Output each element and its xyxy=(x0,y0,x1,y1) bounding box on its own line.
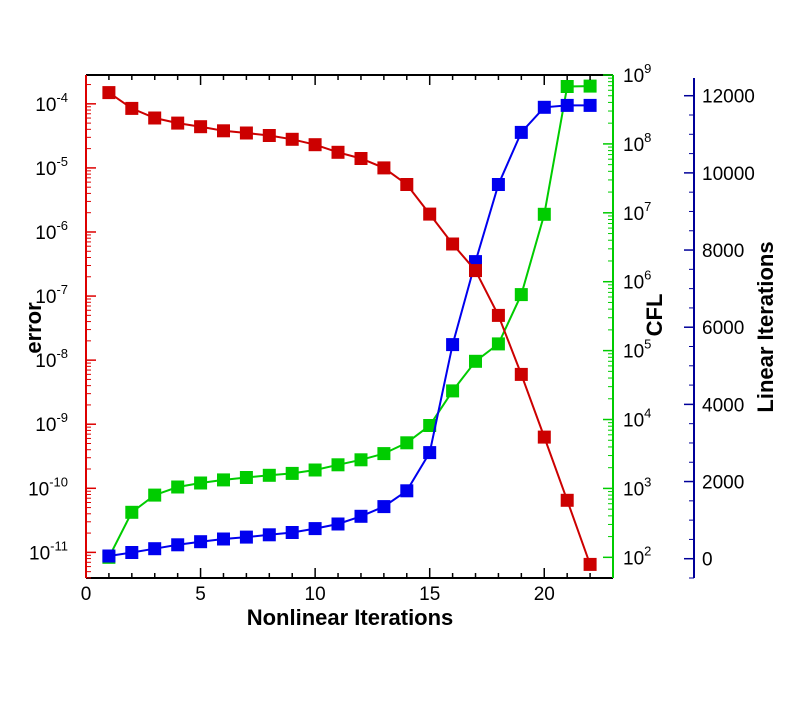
series-layer xyxy=(102,79,597,571)
linear-series-point xyxy=(491,178,505,191)
linear-tick-label: 0 xyxy=(702,550,713,571)
error-series-point xyxy=(514,367,528,381)
error-series-point xyxy=(446,237,460,251)
linear-series-point xyxy=(102,549,116,563)
cfl-series-point xyxy=(537,207,551,221)
error-series-point xyxy=(171,116,185,130)
error-tick-label: 10-10 xyxy=(28,474,68,500)
cfl-series-point xyxy=(125,505,139,519)
linear-series-point xyxy=(377,500,391,514)
error-series-point xyxy=(583,557,597,571)
cfl-series-point xyxy=(514,288,528,302)
error-axis-title: error xyxy=(21,302,46,354)
error-series-point xyxy=(194,120,208,134)
error-series-point xyxy=(331,145,345,159)
cfl-series-point xyxy=(194,476,208,490)
cfl-series-point xyxy=(446,384,460,398)
cfl-series-point xyxy=(423,419,437,432)
linear-series-line xyxy=(108,104,591,557)
error-series-point xyxy=(125,101,139,115)
linear-series-point xyxy=(217,532,230,546)
linear-series-point xyxy=(400,484,414,498)
cfl-series-point xyxy=(491,337,505,351)
error-series-line xyxy=(108,91,592,565)
linear-series-point xyxy=(308,522,322,536)
x-tick-label: 5 xyxy=(195,584,206,605)
error-series-point xyxy=(537,430,551,444)
error-series-point xyxy=(423,207,437,221)
cfl-series-point xyxy=(331,458,345,472)
x-tick-label: 0 xyxy=(81,584,92,605)
linear-tick-label: 12000 xyxy=(702,87,755,108)
cfl-series-point xyxy=(217,473,230,487)
linear-series-point xyxy=(354,509,368,523)
cfl-series-point xyxy=(262,468,276,482)
x-tick-label: 15 xyxy=(419,584,440,605)
cfl-series-point xyxy=(377,447,391,461)
linear-series-point xyxy=(423,446,437,460)
cfl-series-point xyxy=(308,463,322,477)
linear-tick-label: 6000 xyxy=(702,318,744,339)
linear-series-point xyxy=(239,530,253,544)
linear-series-point xyxy=(262,528,276,542)
cfl-series-point xyxy=(583,79,597,93)
linear-tick-label: 10000 xyxy=(702,164,755,185)
x-axis-title: Nonlinear Iterations xyxy=(247,605,454,630)
error-series-point xyxy=(400,178,414,191)
linear-series-point xyxy=(537,100,551,114)
linear-series-point xyxy=(194,535,208,549)
cfl-series-point xyxy=(148,488,162,502)
error-series-point xyxy=(308,138,322,152)
linear-series-point xyxy=(331,517,345,531)
error-series-point xyxy=(217,124,230,138)
error-series-point xyxy=(491,308,505,322)
cfl-series-point xyxy=(354,453,368,467)
cfl-series-point xyxy=(400,436,414,450)
linear-iterations-axis-title: Linear Iterations xyxy=(753,241,778,412)
linear-series-point xyxy=(285,526,299,539)
error-series-point xyxy=(285,132,299,146)
error-series-point xyxy=(354,152,368,165)
linear-series-point xyxy=(560,98,574,112)
linear-tick-label: 8000 xyxy=(702,241,744,262)
linear-series-point xyxy=(125,546,139,559)
linear-series-point xyxy=(446,338,460,352)
error-series-point xyxy=(102,86,116,100)
cfl-series-point xyxy=(171,480,185,494)
linear-series-point xyxy=(148,542,162,556)
cfl-series-point xyxy=(469,354,482,368)
error-series-point xyxy=(148,111,162,125)
linear-series-point xyxy=(583,98,597,112)
linear-tick-label: 4000 xyxy=(702,395,744,416)
error-series-point xyxy=(377,161,391,175)
x-tick-label: 20 xyxy=(534,584,555,605)
error-series-point xyxy=(560,493,574,507)
x-tick-label: 10 xyxy=(305,584,326,605)
cfl-series-point xyxy=(239,471,253,484)
cfl-axis-title: CFL xyxy=(642,294,667,337)
cfl-series-point xyxy=(560,80,574,93)
linear-series-point xyxy=(514,125,528,139)
axes-layer: 0 5 10 15 2010-1110-1010-910-810-710-610-510… xyxy=(28,61,755,605)
cfl-series-line xyxy=(108,85,591,558)
error-series-point xyxy=(239,126,253,140)
cfl-series-point xyxy=(285,466,299,480)
error-series-point xyxy=(262,129,276,142)
error-series-point xyxy=(469,264,482,278)
linear-tick-label: 2000 xyxy=(702,473,744,494)
linear-series-point xyxy=(171,538,185,552)
